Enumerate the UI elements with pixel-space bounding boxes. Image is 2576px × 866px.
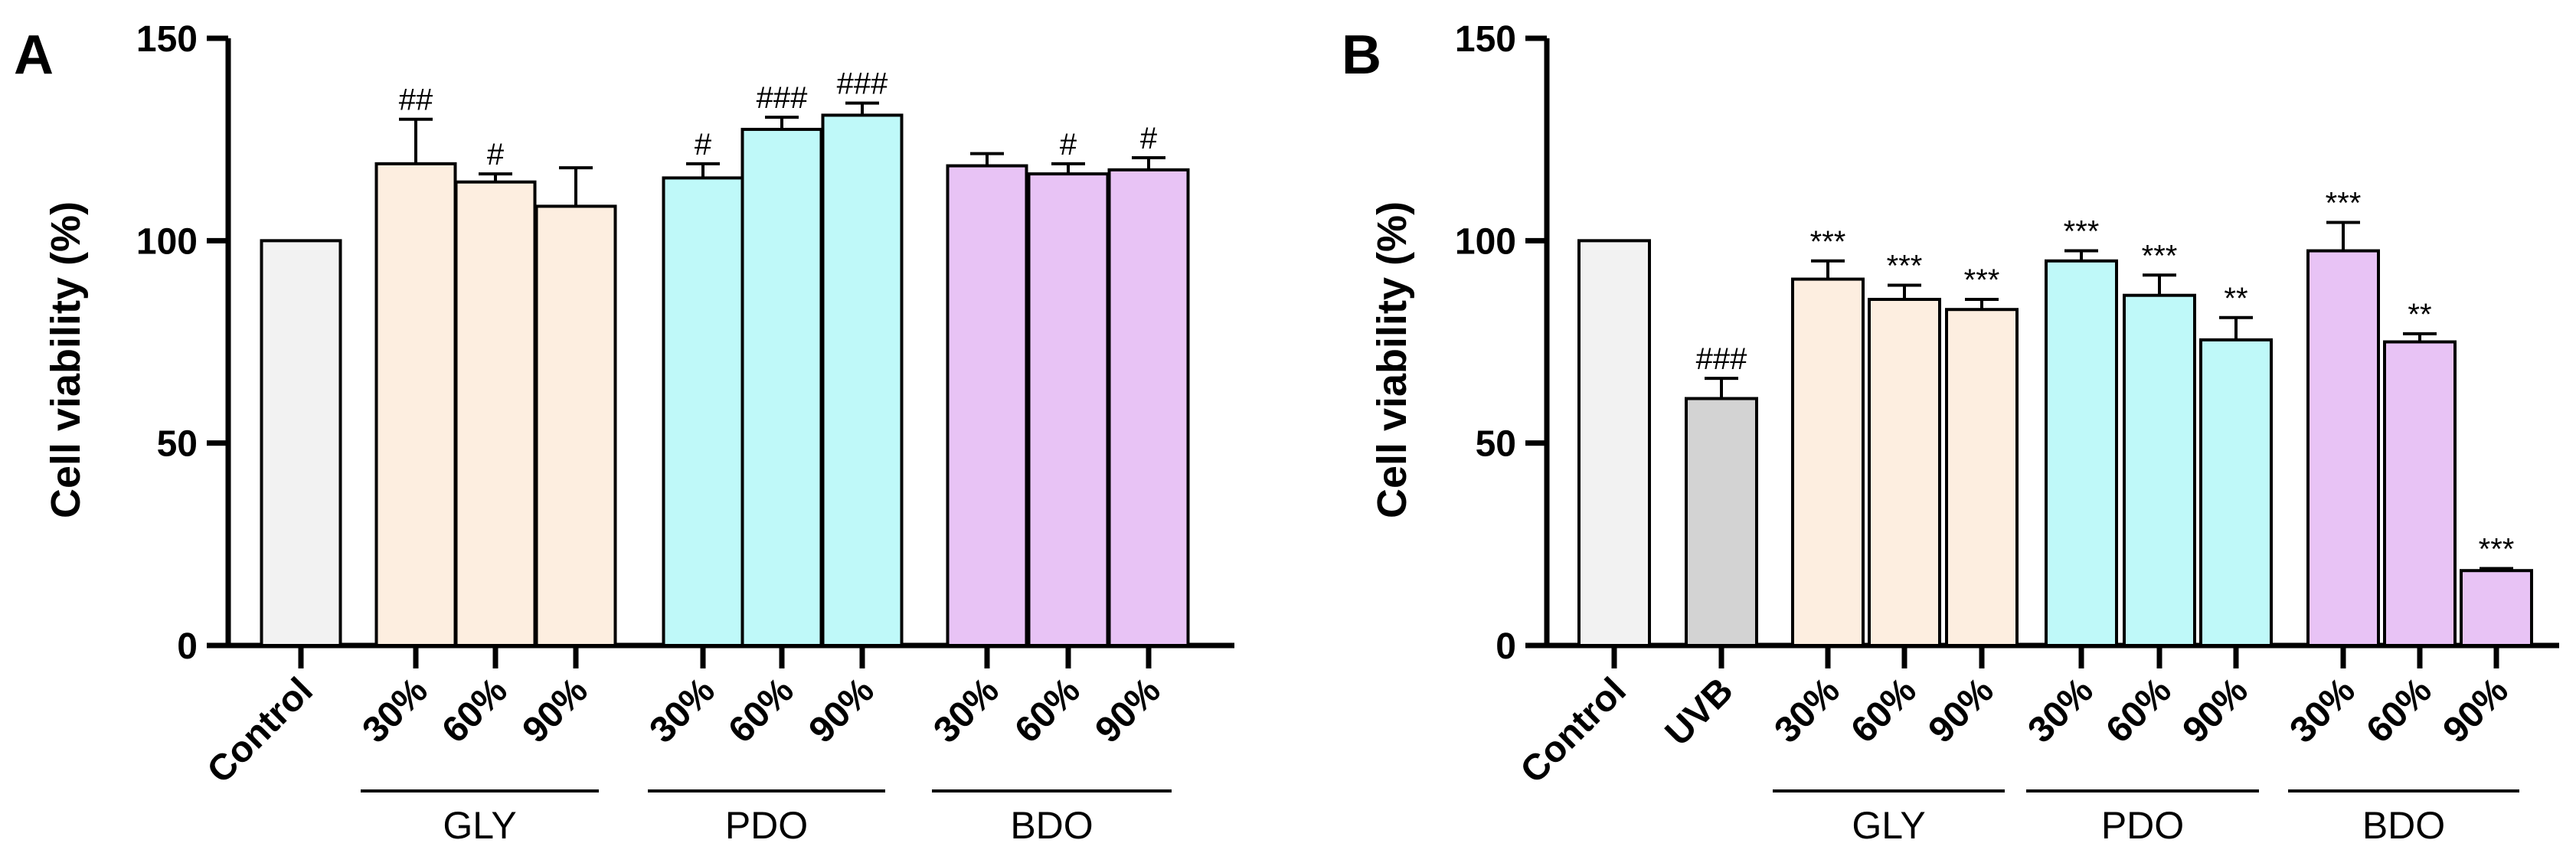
panel-a-category-label: 30% bbox=[355, 670, 435, 750]
panel-a-bar bbox=[374, 162, 457, 648]
panel-b-letter: B bbox=[1342, 25, 1381, 86]
panel-b-bar bbox=[2460, 569, 2533, 647]
panel-a-letter: A bbox=[14, 25, 54, 86]
panel-b-significance-label: *** bbox=[2142, 239, 2178, 273]
panel-b-significance-label: *** bbox=[2064, 215, 2100, 249]
panel-b-significance-label: *** bbox=[2326, 187, 2362, 221]
panel-b-category-label: UVB bbox=[1658, 670, 1741, 753]
panel-a-category-label: 60% bbox=[434, 670, 515, 750]
panel-b-bar bbox=[2045, 259, 2118, 647]
panel-b-category-label: 90% bbox=[2175, 670, 2255, 750]
panel-b-category-label: Control bbox=[1513, 670, 1634, 791]
panel-b-category-label: 30% bbox=[2282, 670, 2362, 750]
panel-a-group-label: PDO bbox=[725, 804, 808, 847]
panel-b-significance-label: ### bbox=[1696, 342, 1747, 376]
panel-b-bar bbox=[2383, 340, 2457, 647]
panel-b-category-label: 30% bbox=[2020, 670, 2100, 750]
panel-a-y-tick-label: 150 bbox=[136, 19, 198, 60]
panel-b-category-label: 60% bbox=[2359, 670, 2439, 750]
panel-b-category-label: 60% bbox=[2098, 670, 2179, 750]
panel-a: A Cell viability (%) 050100150Control##3… bbox=[14, 19, 1234, 847]
panel-b-category-label: 90% bbox=[1921, 670, 2001, 750]
panel-b-group-label: GLY bbox=[1852, 804, 1925, 847]
panel-a-significance-label: # bbox=[1060, 128, 1077, 162]
panel-a-significance-label: # bbox=[487, 138, 505, 172]
panel-a-y-tick-label: 50 bbox=[157, 424, 198, 465]
panel-b-y-axis-title: Cell viability (%) bbox=[1369, 201, 1415, 518]
panel-b-y-tick-label: 50 bbox=[1476, 424, 1516, 465]
panel-a-y-axis-title: Cell viability (%) bbox=[43, 201, 89, 518]
panel-b-group-label: BDO bbox=[2362, 804, 2445, 847]
panel-a-bar bbox=[821, 113, 904, 648]
panel-a-significance-label: # bbox=[1140, 122, 1158, 155]
panel-b-bar bbox=[1685, 397, 1758, 647]
panel-a-y-tick-label: 100 bbox=[136, 221, 198, 262]
panel-b-significance-label: ** bbox=[2224, 282, 2247, 315]
panel-b-bar bbox=[2199, 338, 2273, 647]
panel-b-group-label: PDO bbox=[2101, 804, 2184, 847]
panel-a-bar bbox=[454, 180, 537, 647]
panel-a-bar bbox=[1027, 172, 1110, 647]
panel-a-group-label: GLY bbox=[443, 804, 516, 847]
panel-b-bar bbox=[2306, 249, 2380, 647]
panel-a-category-label: 30% bbox=[926, 670, 1006, 750]
panel-b-y-tick-label: 0 bbox=[1496, 626, 1516, 667]
panel-a-significance-label: ## bbox=[399, 83, 433, 117]
panel-b-significance-label: *** bbox=[1810, 225, 1846, 259]
panel-a-category-label: 90% bbox=[1087, 670, 1168, 750]
panel-b-category-label: 90% bbox=[2435, 670, 2516, 750]
panel-b-bar bbox=[1577, 239, 1651, 648]
panel-b-y-tick-label: 150 bbox=[1455, 19, 1516, 60]
panel-b-bar bbox=[2123, 293, 2196, 647]
panel-a-group-label: BDO bbox=[1010, 804, 1093, 847]
panel-a-bar bbox=[260, 239, 342, 648]
panel-b-bar bbox=[1791, 277, 1865, 647]
panel-a-category-label: 90% bbox=[515, 670, 595, 750]
panel-a-bar bbox=[1107, 168, 1190, 648]
panel-a-category-label: 90% bbox=[801, 670, 881, 750]
panel-a-category-label: 30% bbox=[642, 670, 722, 750]
panel-a-category-label: Control bbox=[200, 670, 321, 791]
panel-a-significance-label: ### bbox=[837, 67, 888, 101]
panel-a-significance-label: # bbox=[695, 128, 712, 162]
panel-a-bar bbox=[740, 127, 823, 647]
panel-b: B Cell viability (%) 0 50 100 150 Control ###… bbox=[1342, 19, 2559, 847]
panel-b-significance-label: ** bbox=[2408, 298, 2431, 332]
panel-b-y-tick-label: 100 bbox=[1455, 221, 1516, 262]
panel-b-category-label: 30% bbox=[1767, 670, 1847, 750]
panel-a-bar bbox=[946, 164, 1028, 647]
panel-b-bar bbox=[1945, 308, 2019, 647]
panel-b-significance-label: *** bbox=[1964, 263, 2000, 297]
panel-a-category-label: 60% bbox=[1007, 670, 1087, 750]
panel-a-category-label: 60% bbox=[721, 670, 801, 750]
panel-b-significance-label: *** bbox=[2479, 533, 2515, 567]
panel-b-significance-label: *** bbox=[1887, 249, 1923, 283]
panel-a-y-tick-label: 0 bbox=[177, 626, 198, 667]
panel-a-bar bbox=[662, 176, 744, 647]
panel-a-bar bbox=[534, 204, 617, 647]
panel-b-bar bbox=[1868, 297, 1941, 647]
panel-a-significance-label: ### bbox=[757, 81, 808, 115]
panel-b-category-label: 60% bbox=[1843, 670, 1924, 750]
